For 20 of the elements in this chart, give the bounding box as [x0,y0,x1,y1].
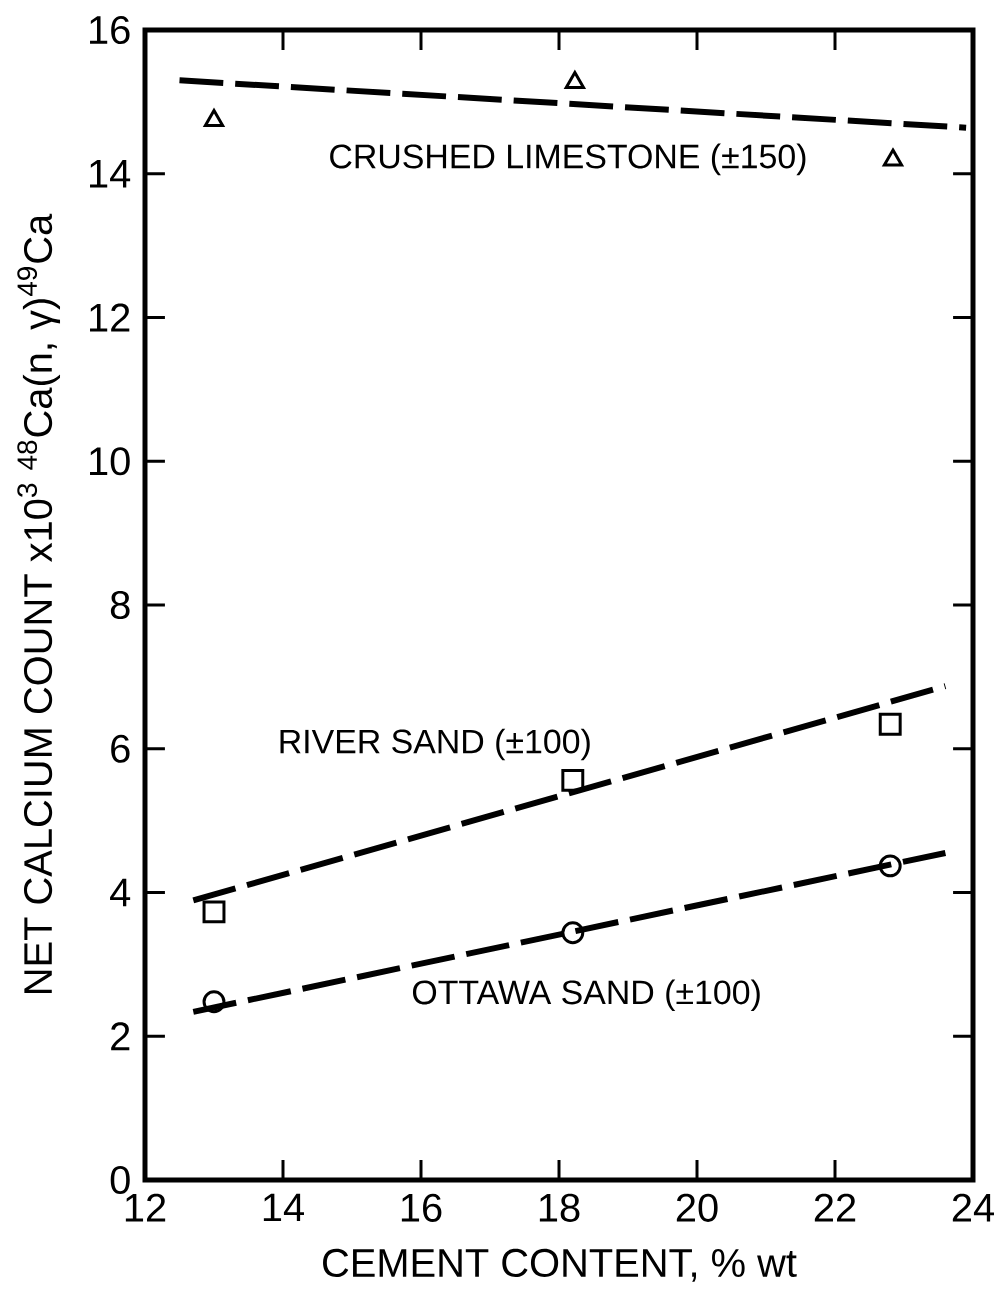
y-tick-label: 0 [110,1165,130,1195]
y-tick-label: 10 [89,447,130,476]
x-axis-title: CEMENT CONTENT, % wt [322,1248,797,1282]
x-tick-label: 22 [814,1193,855,1222]
y-tick-label: 16 [89,15,130,45]
series-label: RIVER SAND (±100) [280,728,590,761]
y-axis-title: NET CALCIUM COUNT x10$^{3 48}$Ca(n, γ)$^{49}$Ca [17,213,60,993]
series-label: OTTAWA SAND (±100) [412,979,760,1012]
x-tick-label: 24 [952,1193,994,1222]
y-tick-label: 2 [110,1022,130,1051]
y-tick-label: 4 [109,878,130,907]
y-tick-label: 6 [110,734,130,763]
x-tick-label: 16 [401,1193,442,1222]
text: CRUSHED LIMESTONE (±150) [329,143,806,176]
y-tick-label: 14 [89,160,130,188]
y-tick-label: 12 [89,303,130,332]
y-tick-label: 8 [110,590,130,620]
x-tick-label: 20 [676,1193,718,1222]
x-tick-label: 18 [539,1193,580,1222]
x-tick-label: 14 [263,1193,304,1222]
